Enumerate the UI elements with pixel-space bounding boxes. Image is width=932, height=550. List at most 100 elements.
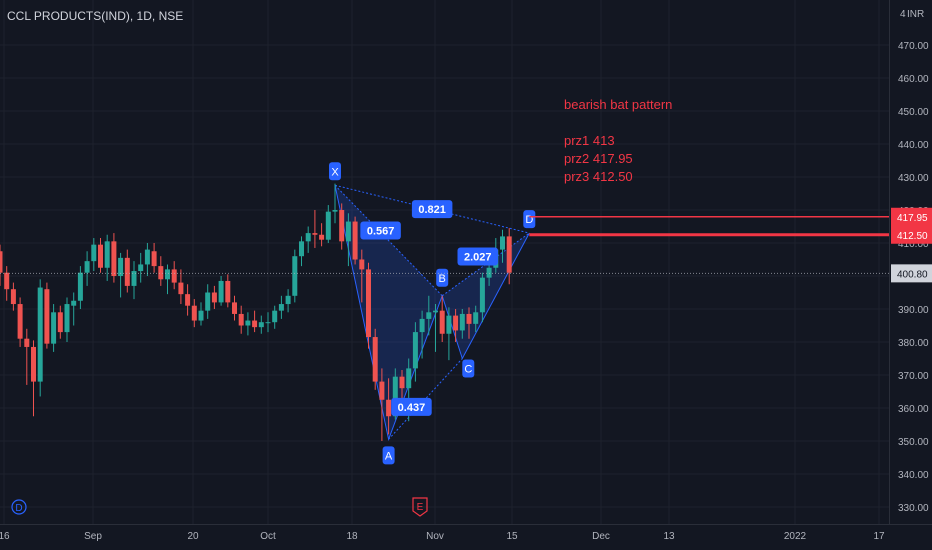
dividend-marker: D	[11, 499, 27, 515]
candle-body	[171, 269, 177, 283]
candle-body	[178, 282, 184, 295]
candle-body	[104, 241, 110, 268]
candle-body	[258, 322, 264, 328]
pattern-point-d: D	[523, 210, 536, 229]
earnings-marker-shape	[412, 497, 428, 517]
prz-badge-bg	[891, 225, 932, 244]
annotation-prz2: prz2 417.95	[564, 151, 633, 166]
prz-badge-label: 417.95	[897, 213, 928, 224]
candle-body	[332, 210, 338, 212]
last-price-badge: 400.80	[891, 264, 932, 283]
candle-body	[165, 269, 170, 280]
candle-body	[57, 312, 63, 333]
candle-body	[185, 294, 191, 306]
candle-body	[439, 310, 445, 334]
y-tick-label: 380.00	[898, 338, 929, 349]
y-tick-label: 460.00	[898, 74, 929, 85]
x-tick-label: 17	[873, 531, 885, 542]
candle-body	[285, 295, 291, 305]
x-tick-label: Oct	[260, 531, 276, 542]
candle-body	[486, 267, 492, 278]
candle-body	[144, 249, 150, 265]
candle-body	[406, 368, 412, 389]
candle-body	[292, 256, 298, 296]
candle-body	[473, 312, 479, 324]
candle-body	[138, 264, 144, 272]
candle-body	[366, 269, 371, 338]
candle-body	[446, 315, 452, 334]
candle-body	[71, 300, 77, 306]
pattern-point-label: D	[525, 214, 533, 226]
price-axis-separator	[889, 0, 890, 524]
ratio-label: 0.567	[367, 226, 395, 238]
last-price-badge-label: 400.80	[897, 269, 928, 280]
candle-body	[459, 313, 465, 331]
dividend-marker-ring	[11, 499, 27, 515]
annotation-prz3: prz3 412.50	[564, 169, 633, 184]
y-tick-label: 370.00	[898, 371, 929, 382]
currency-unit: INR	[907, 9, 924, 20]
pattern-point-badge	[382, 446, 395, 465]
candle-body	[205, 292, 211, 311]
prz-badge-bg	[891, 207, 932, 226]
candle-body	[466, 313, 472, 324]
x-tick-label: 16	[0, 531, 10, 542]
candle-body	[158, 266, 164, 280]
pattern-point-x: X	[329, 162, 341, 181]
candle-body	[124, 257, 130, 286]
y-tick-label: 410.00	[898, 239, 929, 250]
candle-body	[225, 280, 231, 303]
pattern-point-b: B	[436, 268, 449, 287]
ratio-badge	[391, 397, 432, 416]
last-price-badge-bg	[891, 264, 932, 283]
candle-body	[245, 320, 251, 326]
x-tick-label: Nov	[426, 531, 444, 542]
candle-body	[372, 337, 378, 382]
candle-body	[91, 244, 97, 262]
pattern-point-badge	[523, 210, 536, 229]
candle-body	[339, 210, 345, 242]
ratio-label: 0.437	[398, 402, 426, 414]
candle-body	[191, 305, 197, 321]
prz-badge-label: 412.50	[897, 231, 928, 242]
pattern-point-label: C	[464, 364, 472, 376]
candle-body	[211, 292, 217, 303]
candle-body	[0, 251, 3, 273]
dividend-marker-label: D	[15, 503, 22, 514]
x-tick-label: 15	[506, 531, 518, 542]
ratio-badge	[411, 200, 453, 219]
pattern-point-label: X	[331, 166, 339, 178]
time-axis-separator	[0, 524, 932, 525]
x-tick-label: 13	[663, 531, 675, 542]
candle-body	[345, 221, 351, 242]
candle-body	[392, 376, 398, 417]
candle-body	[278, 304, 284, 311]
prz-price-badge: 417.95	[891, 207, 932, 226]
candle-body	[118, 257, 124, 276]
candle-body	[305, 233, 311, 242]
pattern-point-badge	[462, 359, 475, 378]
candle-body	[51, 312, 57, 344]
ratio-badge	[457, 247, 498, 266]
annotation-prz1: prz1 413	[564, 133, 615, 148]
ratio-badge	[360, 221, 401, 240]
ratio-label: 2.027	[464, 251, 492, 263]
x-tick-label: Dec	[592, 531, 610, 542]
candle-body	[98, 244, 103, 268]
candle-body	[252, 320, 258, 328]
candle-body	[386, 399, 392, 417]
y-tick-label: 360.00	[898, 404, 929, 415]
pattern-point-badge	[329, 162, 341, 181]
candle-body	[312, 233, 318, 235]
currency-count: 4	[900, 9, 906, 20]
candle-body	[44, 289, 50, 344]
pattern-ratio: 0.821	[411, 200, 453, 219]
candle-body	[238, 313, 244, 326]
pattern-ratio-line	[334, 184, 443, 297]
candle-body	[84, 261, 90, 273]
x-tick-label: 18	[346, 531, 358, 542]
candle-body	[325, 211, 331, 240]
y-tick-label: 340.00	[898, 470, 929, 481]
x-tick-label: Sep	[84, 531, 102, 542]
